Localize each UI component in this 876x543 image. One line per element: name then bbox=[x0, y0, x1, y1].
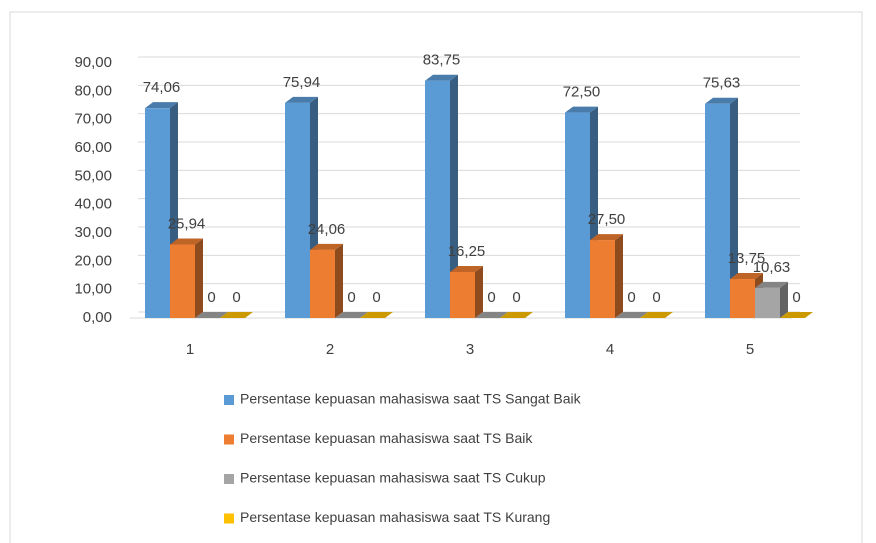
bar bbox=[310, 249, 335, 318]
bar-side bbox=[450, 74, 458, 318]
x-tick-label: 4 bbox=[606, 341, 614, 358]
bar-side bbox=[195, 238, 203, 318]
bar-3d bbox=[755, 281, 788, 318]
y-tick-label: 40,00 bbox=[74, 196, 112, 213]
bar-side bbox=[730, 97, 738, 318]
bar bbox=[145, 108, 170, 318]
data-label: 0 bbox=[232, 289, 240, 306]
x-tick-label: 5 bbox=[746, 341, 754, 358]
bar-top bbox=[450, 265, 483, 272]
data-label: 0 bbox=[347, 289, 355, 306]
data-label: 27,50 bbox=[588, 211, 626, 228]
legend-swatch bbox=[224, 474, 234, 484]
bar-top bbox=[145, 102, 178, 109]
bar bbox=[425, 80, 450, 318]
bar-top bbox=[755, 281, 788, 288]
bar-top bbox=[730, 273, 763, 280]
bar-3d bbox=[500, 312, 533, 318]
x-tick-label: 2 bbox=[326, 341, 334, 358]
bar-top bbox=[640, 312, 673, 318]
bar-side bbox=[780, 281, 788, 318]
data-label: 0 bbox=[372, 289, 380, 306]
y-tick-label: 50,00 bbox=[74, 167, 112, 184]
data-label: 10,63 bbox=[753, 259, 791, 276]
y-tick-label: 70,00 bbox=[74, 111, 112, 128]
bar-top bbox=[360, 312, 393, 318]
data-label: 72,50 bbox=[563, 84, 601, 101]
bar-top bbox=[705, 97, 738, 104]
bar-top bbox=[500, 312, 533, 318]
y-tick-label: 0,00 bbox=[83, 309, 112, 326]
x-tick-label: 3 bbox=[466, 341, 474, 358]
bar bbox=[450, 271, 475, 318]
bar-3d bbox=[640, 312, 673, 318]
bar-top bbox=[425, 74, 458, 81]
data-label: 0 bbox=[652, 289, 660, 306]
bar-3d bbox=[220, 312, 253, 318]
data-label: 24,06 bbox=[308, 221, 346, 238]
data-label: 83,75 bbox=[423, 52, 461, 69]
bar bbox=[755, 287, 780, 318]
x-tick-label: 1 bbox=[186, 341, 194, 358]
y-tick-label: 20,00 bbox=[74, 252, 112, 269]
bar-3d bbox=[360, 312, 393, 318]
y-tick-label: 80,00 bbox=[74, 82, 112, 99]
bar bbox=[730, 279, 755, 318]
bar-3d bbox=[615, 312, 648, 318]
legend-swatch bbox=[224, 434, 234, 445]
bar-3d bbox=[780, 312, 813, 318]
bar-3d bbox=[170, 238, 203, 318]
bar-3d bbox=[590, 234, 623, 318]
bar-3d bbox=[425, 74, 458, 318]
bar bbox=[285, 102, 310, 318]
bar-3d bbox=[475, 312, 508, 318]
bar-top bbox=[590, 234, 623, 241]
data-label: 0 bbox=[487, 289, 495, 306]
legend-label: Persentase kepuasan mahasiswa saat TS Ku… bbox=[240, 509, 550, 525]
bar-3d bbox=[450, 265, 483, 318]
bar-top bbox=[335, 312, 368, 318]
bar-side bbox=[615, 234, 623, 318]
y-tick-label: 10,00 bbox=[74, 281, 112, 298]
data-label: 0 bbox=[207, 289, 215, 306]
bar bbox=[705, 103, 730, 318]
bar-3d bbox=[565, 106, 598, 318]
data-label: 75,63 bbox=[703, 75, 741, 92]
bar-side bbox=[335, 243, 343, 318]
bar-top bbox=[615, 312, 648, 318]
y-tick-label: 90,00 bbox=[74, 54, 112, 71]
legend-swatch bbox=[224, 395, 234, 405]
bar-top bbox=[285, 96, 318, 103]
legend-label: Persentase kepuasan mahasiswa saat TS Sa… bbox=[240, 391, 582, 407]
bar-top bbox=[780, 312, 813, 318]
bar-3d bbox=[705, 97, 738, 318]
legend-label: Persentase kepuasan mahasiswa saat TS Ba… bbox=[240, 430, 533, 446]
bar-top bbox=[565, 106, 598, 113]
data-label: 0 bbox=[512, 289, 520, 306]
legend-label: Persentase kepuasan mahasiswa saat TS Cu… bbox=[240, 470, 546, 486]
bar bbox=[170, 244, 195, 318]
data-label: 25,94 bbox=[168, 215, 206, 232]
bar bbox=[565, 112, 590, 318]
bar-top bbox=[220, 312, 253, 318]
bar-top bbox=[310, 243, 343, 250]
data-label: 74,06 bbox=[143, 79, 181, 96]
bar-3d bbox=[310, 243, 343, 318]
bar-side bbox=[475, 265, 483, 318]
data-label: 75,94 bbox=[283, 74, 321, 91]
bar-top bbox=[170, 238, 203, 245]
legend-swatch bbox=[224, 513, 234, 524]
data-label: 16,25 bbox=[448, 243, 486, 260]
bar-3d bbox=[335, 312, 368, 318]
data-label: 13,75 bbox=[728, 250, 766, 267]
bar-top bbox=[195, 312, 228, 318]
y-tick-label: 60,00 bbox=[74, 139, 112, 156]
bar-top bbox=[475, 312, 508, 318]
bar bbox=[590, 240, 615, 318]
data-label: 0 bbox=[627, 289, 635, 306]
y-tick-label: 30,00 bbox=[74, 224, 112, 241]
data-label: 0 bbox=[792, 289, 800, 306]
bar-3d bbox=[195, 312, 228, 318]
